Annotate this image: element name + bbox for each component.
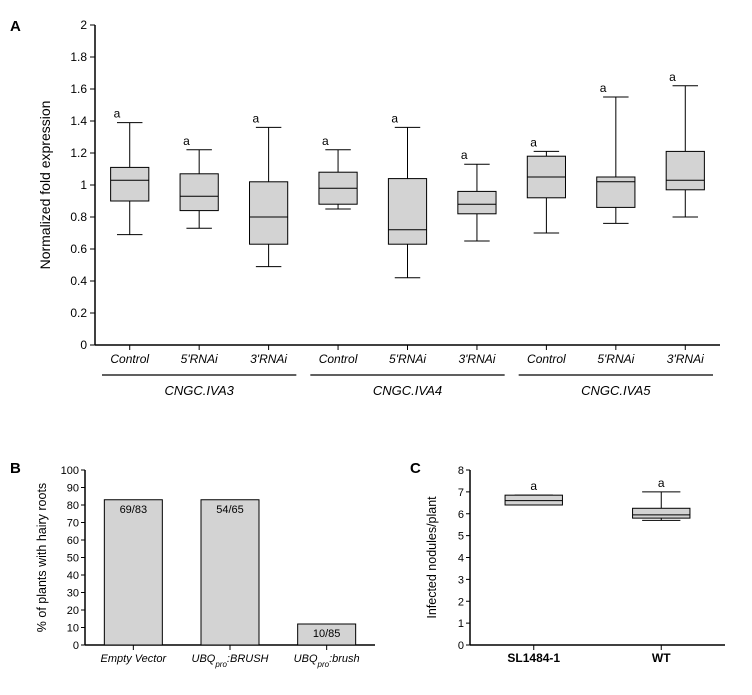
svg-text:3'RNAi: 3'RNAi	[250, 352, 287, 366]
svg-text:% of plants with hairy roots: % of plants with hairy roots	[35, 483, 49, 632]
svg-text:5: 5	[458, 531, 464, 543]
svg-text:60: 60	[67, 535, 79, 547]
svg-text:3'RNAi: 3'RNAi	[458, 352, 495, 366]
svg-text:a: a	[530, 135, 537, 149]
svg-text:0: 0	[458, 640, 464, 652]
svg-text:a: a	[391, 111, 398, 125]
svg-text:0: 0	[80, 338, 87, 352]
svg-text:0: 0	[73, 640, 79, 652]
svg-text:Empty Vector: Empty Vector	[101, 653, 168, 665]
svg-text:1.6: 1.6	[70, 82, 87, 96]
svg-text:2: 2	[80, 18, 87, 32]
svg-text:40: 40	[67, 570, 79, 582]
svg-text:a: a	[183, 134, 190, 148]
svg-text:3: 3	[458, 574, 464, 586]
svg-text:5'RNAi: 5'RNAi	[181, 352, 218, 366]
svg-text:0.4: 0.4	[70, 274, 87, 288]
svg-text:20: 20	[67, 605, 79, 617]
svg-text:80: 80	[67, 500, 79, 512]
panel-b-label: B	[10, 460, 21, 477]
svg-text:50: 50	[67, 553, 79, 565]
svg-text:8: 8	[458, 465, 464, 477]
svg-text:UBQpro:brush: UBQpro:brush	[294, 653, 360, 669]
svg-text:Control: Control	[110, 352, 149, 366]
svg-text:a: a	[530, 479, 537, 493]
svg-text:54/65: 54/65	[216, 504, 244, 516]
svg-text:CNGC.IVA5: CNGC.IVA5	[581, 383, 651, 398]
svg-text:100: 100	[61, 465, 79, 477]
svg-text:69/83: 69/83	[120, 504, 148, 516]
svg-text:2: 2	[458, 596, 464, 608]
svg-text:1.4: 1.4	[70, 114, 87, 128]
svg-text:Control: Control	[527, 352, 566, 366]
svg-text:a: a	[322, 134, 329, 148]
svg-text:90: 90	[67, 483, 79, 495]
svg-text:5'RNAi: 5'RNAi	[389, 352, 426, 366]
svg-text:Infected nodules/plant: Infected nodules/plant	[425, 496, 439, 619]
svg-text:0.8: 0.8	[70, 210, 87, 224]
svg-text:Normalized fold expression: Normalized fold expression	[37, 101, 53, 270]
svg-text:4: 4	[458, 553, 464, 565]
svg-text:1: 1	[458, 618, 464, 630]
svg-text:a: a	[658, 476, 665, 490]
svg-text:a: a	[600, 81, 607, 95]
svg-text:a: a	[669, 70, 676, 84]
svg-text:WT: WT	[652, 651, 671, 665]
svg-text:1.8: 1.8	[70, 50, 87, 64]
svg-text:70: 70	[67, 518, 79, 530]
chart-panel-b: 0 10 20 30 40 50 60 70 80 90 100 % of plants with h…	[30, 460, 390, 690]
svg-text:10/85: 10/85	[313, 628, 341, 640]
svg-text:a: a	[253, 111, 260, 125]
svg-text:6: 6	[458, 509, 464, 521]
svg-text:a: a	[461, 148, 468, 162]
svg-text:10: 10	[67, 623, 79, 635]
svg-text:UBQpro:BRUSH: UBQpro:BRUSH	[192, 653, 269, 669]
svg-text:30: 30	[67, 588, 79, 600]
svg-text:1.2: 1.2	[70, 146, 87, 160]
panel-a-label: A	[10, 18, 21, 35]
svg-text:7: 7	[458, 487, 464, 499]
chart-panel-c: 0 1 2 3 4 5 6 7 8 Infected nodules/plant a SL1484-1…	[420, 460, 740, 690]
svg-text:3'RNAi: 3'RNAi	[667, 352, 704, 366]
svg-text:0.6: 0.6	[70, 242, 87, 256]
svg-text:1: 1	[80, 178, 87, 192]
svg-text:SL1484-1: SL1484-1	[507, 651, 560, 665]
svg-text:CNGC.IVA4: CNGC.IVA4	[373, 383, 442, 398]
svg-text:5'RNAi: 5'RNAi	[597, 352, 634, 366]
svg-text:0.2: 0.2	[70, 306, 87, 320]
svg-text:Control: Control	[319, 352, 358, 366]
svg-text:CNGC.IVA3: CNGC.IVA3	[164, 383, 234, 398]
chart-panel-a: 0 0.2 0.4 0.6 0.8 1 1.2 1.4 1.6 1.8 2 Normalized fo…	[30, 10, 740, 440]
svg-text:a: a	[114, 107, 121, 121]
